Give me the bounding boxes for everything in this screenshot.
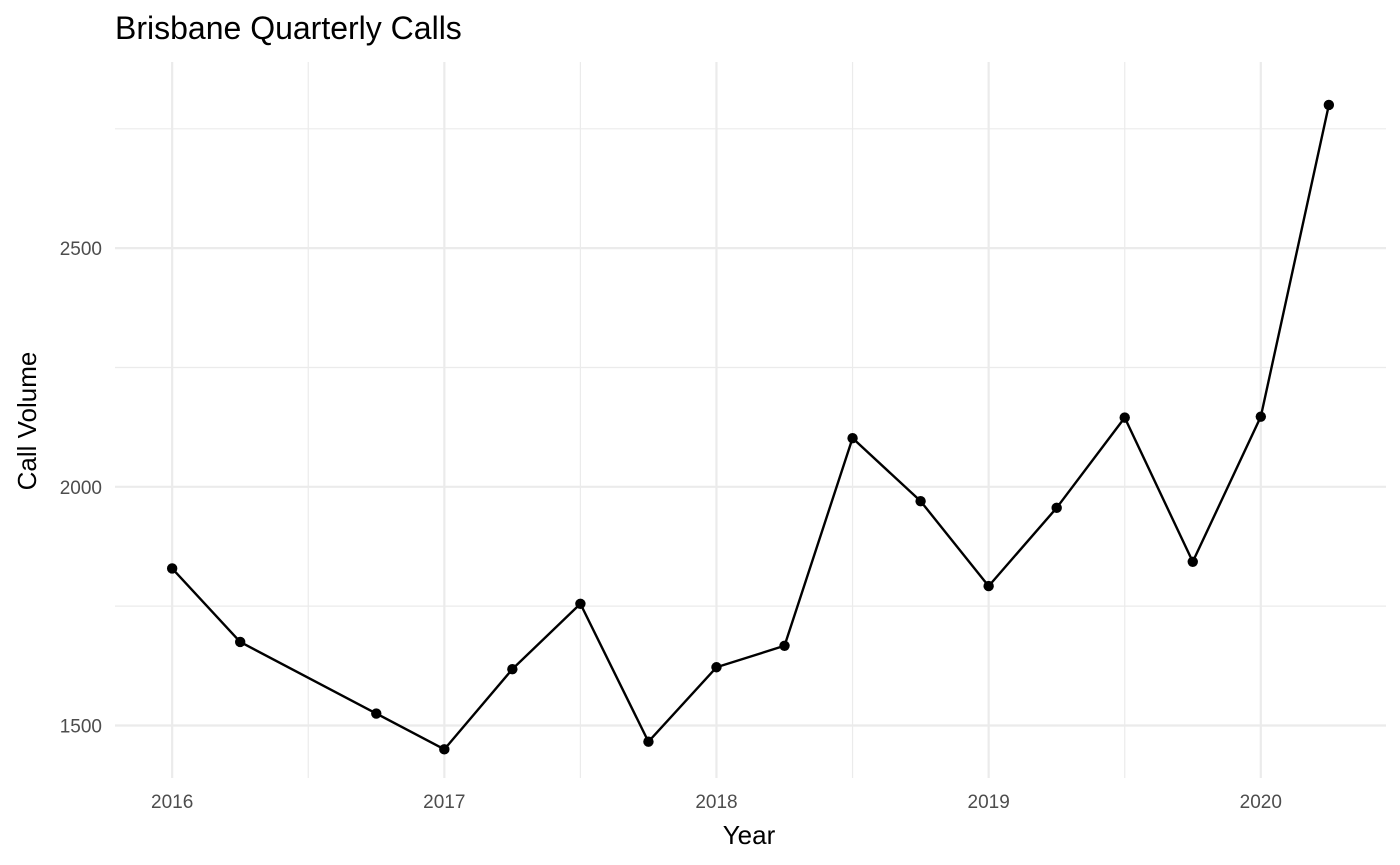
data-point	[166, 563, 178, 574]
data-point	[983, 580, 994, 592]
x-tick-label: 2016	[151, 792, 193, 813]
chart-title: Brisbane Quarterly Calls	[115, 10, 462, 46]
y-tick-label: 2500	[60, 239, 102, 260]
data-point	[1119, 412, 1130, 423]
data-point	[575, 598, 586, 609]
data-point	[915, 495, 926, 507]
x-tick-label: 2019	[968, 792, 1010, 813]
data-point	[371, 708, 382, 719]
y-tick-label: 1500	[60, 716, 102, 737]
x-axis-title: Year	[723, 820, 776, 850]
data-point	[234, 636, 246, 648]
series-layer	[166, 99, 1335, 755]
data-point	[1323, 99, 1335, 111]
x-tick-label: 2020	[1240, 792, 1282, 813]
x-tick-label: 2018	[695, 792, 737, 813]
data-point	[779, 640, 790, 651]
tick-labels: 2016 2017 2018 2019 2020 1500 2000 2500	[60, 239, 1282, 813]
data-point	[507, 663, 518, 675]
data-point	[643, 736, 654, 747]
data-point	[1187, 556, 1198, 567]
y-tick-label: 2000	[60, 478, 102, 499]
data-point	[847, 432, 858, 444]
y-axis-title: Call Volume	[12, 352, 42, 491]
data-point	[1051, 502, 1062, 514]
data-point	[711, 662, 722, 673]
data-point	[1255, 411, 1267, 422]
data-point	[439, 744, 450, 755]
grid	[115, 62, 1386, 778]
x-tick-label: 2017	[423, 792, 465, 813]
series-line	[171, 104, 1331, 751]
